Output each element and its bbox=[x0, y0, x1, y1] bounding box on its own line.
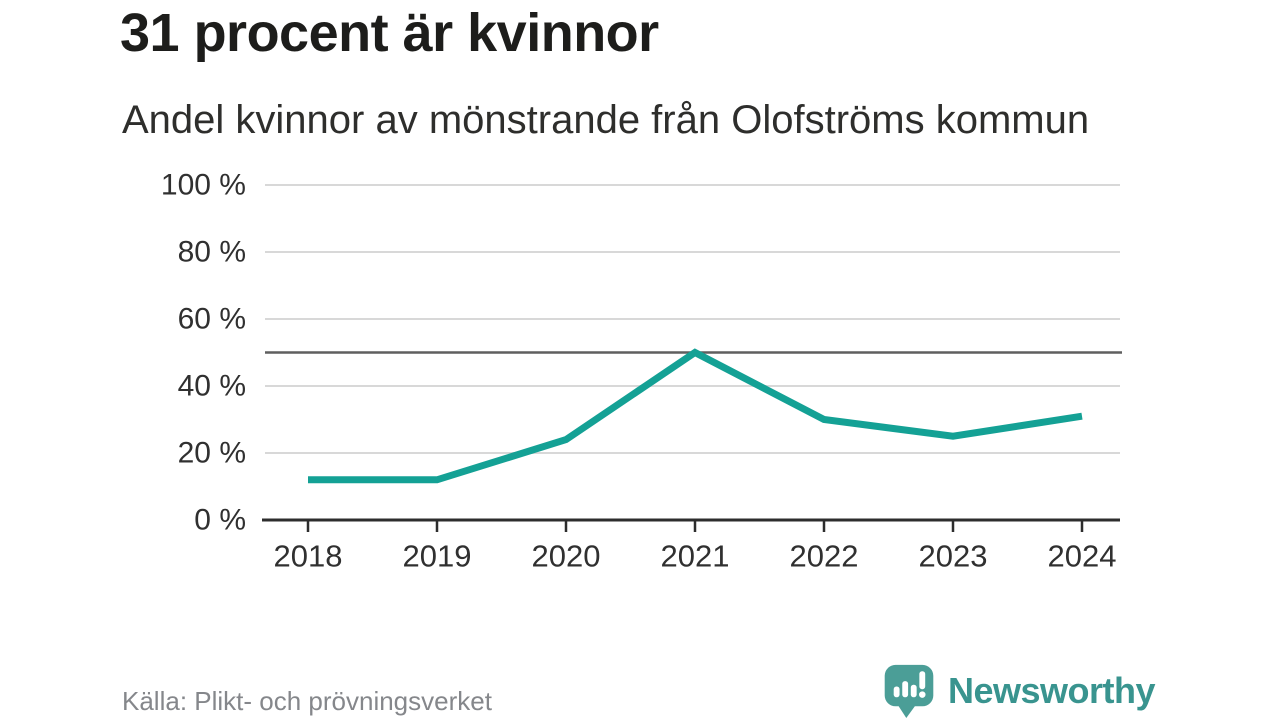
brand-logo: Newsworthy bbox=[882, 662, 1156, 720]
y-axis-label: 20 % bbox=[178, 437, 246, 470]
y-axis-label: 80 % bbox=[178, 236, 246, 269]
page-subtitle: Andel kvinnor av mönstrande från Olofstr… bbox=[122, 98, 1090, 142]
y-axis-label: 0 % bbox=[194, 504, 246, 537]
y-axis-label: 100 % bbox=[161, 169, 246, 202]
x-axis-label: 2019 bbox=[403, 539, 472, 574]
y-axis-label: 40 % bbox=[178, 370, 246, 403]
x-axis-label: 2024 bbox=[1048, 539, 1117, 574]
source-caption: Källa: Plikt- och prövningsverket bbox=[122, 686, 492, 716]
x-axis-label: 2022 bbox=[790, 539, 859, 574]
x-axis-label: 2023 bbox=[919, 539, 988, 574]
x-axis-label: 2020 bbox=[532, 539, 601, 574]
brand-name: Newsworthy bbox=[947, 670, 1156, 711]
newsworthy-bubble-chart-icon bbox=[882, 662, 936, 720]
y-axis-label: 60 % bbox=[178, 303, 246, 336]
x-axis-label: 2018 bbox=[274, 539, 343, 574]
data-line bbox=[308, 348, 1083, 484]
x-axis-label: 2021 bbox=[661, 539, 730, 574]
page-title: 31 procent är kvinnor bbox=[120, 3, 659, 63]
